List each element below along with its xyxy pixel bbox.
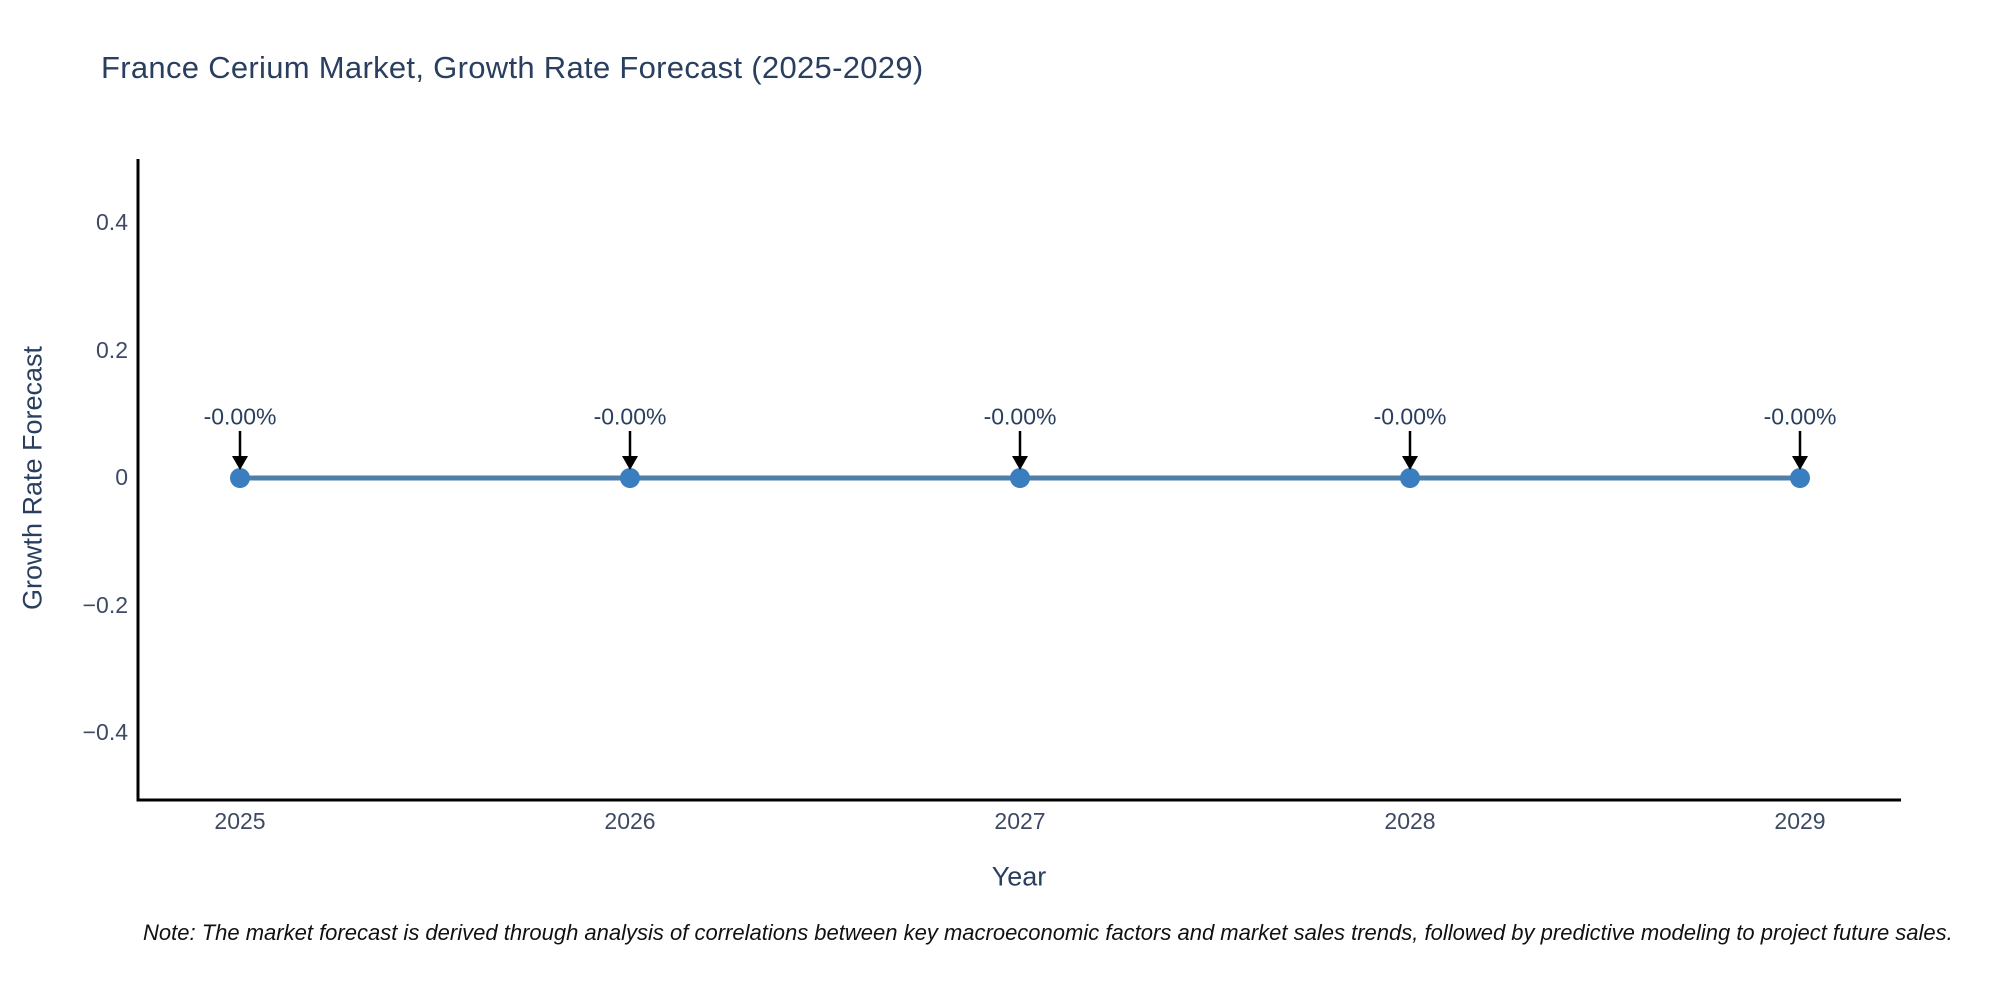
data-point-marker	[620, 468, 640, 488]
y-tick-label: −0.4	[82, 718, 128, 745]
annotation-label: -0.00%	[203, 403, 277, 430]
data-point-marker	[1010, 468, 1030, 488]
y-axis-title: Growth Rate Forecast	[17, 345, 48, 611]
data-point-marker	[1400, 468, 1420, 488]
annotation-label: -0.00%	[1373, 403, 1447, 430]
y-tick-label: 0	[115, 463, 128, 490]
footnote: Note: The market forecast is derived thr…	[143, 920, 1953, 945]
x-tick-label: 2027	[994, 808, 1046, 834]
chart-title: France Cerium Market, Growth Rate Foreca…	[101, 50, 924, 85]
x-tick-label: 2029	[1774, 808, 1826, 834]
data-point-marker	[230, 468, 250, 488]
annotation-label: -0.00%	[1763, 403, 1837, 430]
annotation-label: -0.00%	[593, 403, 667, 430]
annotation-arrowhead	[1012, 456, 1028, 470]
annotation-arrowhead	[1792, 456, 1808, 470]
x-tick-label: 2028	[1384, 808, 1436, 834]
x-tick-label: 2026	[604, 808, 656, 834]
annotation-label: -0.00%	[983, 403, 1057, 430]
y-tick-label: 0.2	[96, 336, 128, 363]
x-tick-label: 2025	[214, 808, 266, 834]
y-tick-label: −0.2	[82, 591, 128, 618]
annotation-arrowhead	[232, 456, 248, 470]
data-point-marker	[1790, 468, 1810, 488]
y-tick-label: 0.4	[96, 208, 128, 235]
annotation-arrowhead	[622, 456, 638, 470]
x-axis-title: Year	[991, 861, 1047, 892]
annotation-arrowhead	[1402, 456, 1418, 470]
